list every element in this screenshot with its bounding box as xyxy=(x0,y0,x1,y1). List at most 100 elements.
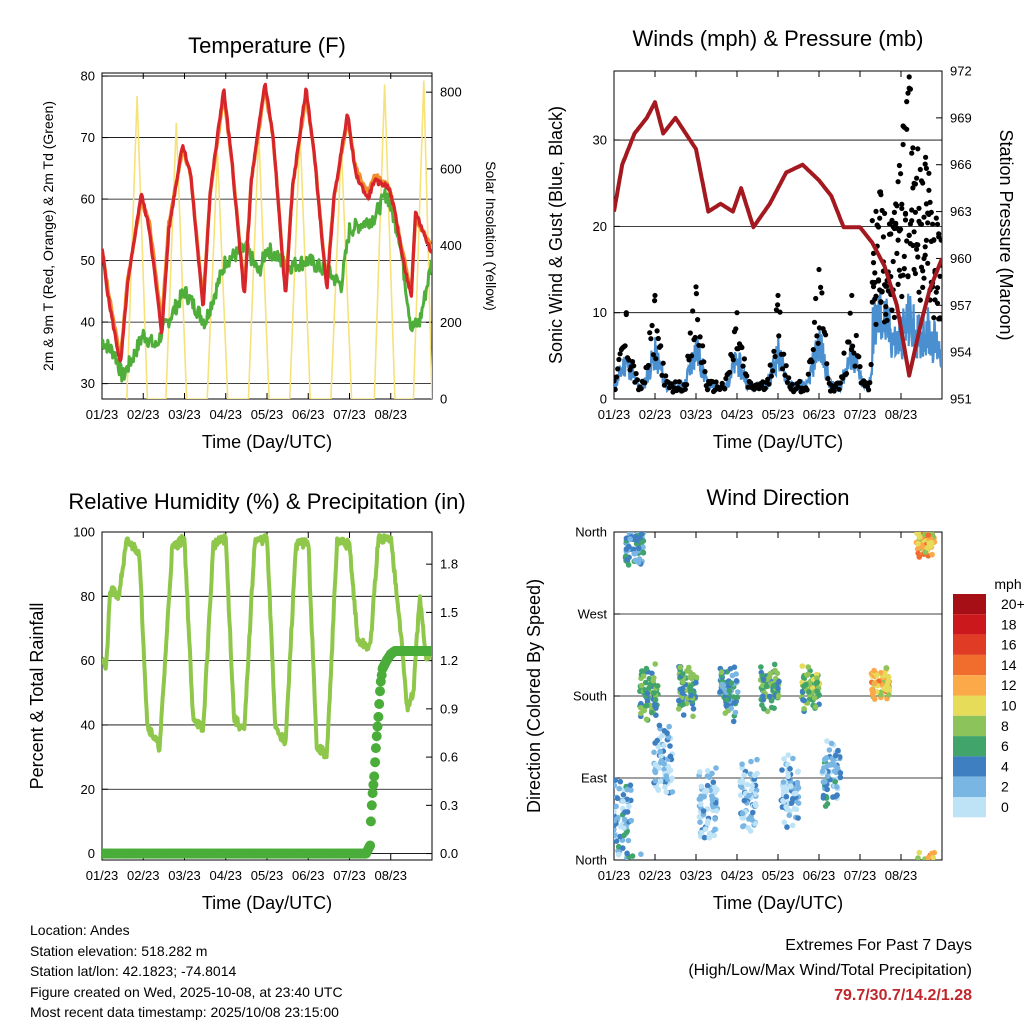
gust-point xyxy=(895,179,901,185)
x-tick-label: 04/23 xyxy=(209,868,242,883)
y-tick-label: 0 xyxy=(88,846,95,861)
direction-point xyxy=(701,793,707,800)
direction-point xyxy=(651,690,657,696)
direction-point xyxy=(717,689,723,695)
y-tick-label: 100 xyxy=(73,525,95,540)
y2-tick-label: 1.5 xyxy=(440,605,458,620)
y-tick-label: 10 xyxy=(593,305,607,320)
direction-point xyxy=(676,706,682,712)
gust-peak-point xyxy=(816,266,822,273)
colorbar-swatch xyxy=(953,614,986,635)
station-pressure-line xyxy=(614,100,942,378)
gust-point xyxy=(911,229,917,235)
direction-point xyxy=(789,796,796,802)
gust-point xyxy=(899,205,905,211)
direction-point xyxy=(614,817,618,824)
y-tick-label: 20 xyxy=(593,219,607,234)
direction-point xyxy=(676,697,682,704)
gust-point xyxy=(775,302,781,308)
direction-point xyxy=(745,825,751,831)
direction-point xyxy=(669,775,675,781)
colorbar-label: 4 xyxy=(1001,758,1009,774)
direction-point xyxy=(780,779,787,785)
direction-point xyxy=(653,712,659,718)
direction-point xyxy=(703,787,710,794)
gust-point xyxy=(891,209,898,215)
gust-point xyxy=(857,364,863,370)
gust-point xyxy=(899,201,905,207)
colorbar-label: 0 xyxy=(1001,799,1009,815)
direction-point xyxy=(621,816,628,823)
direction-point xyxy=(705,818,711,824)
gust-point xyxy=(837,380,843,386)
gust-point xyxy=(781,351,787,357)
direction-point xyxy=(680,712,687,718)
gust-point xyxy=(920,284,926,290)
gust-point xyxy=(634,377,641,383)
colorbar-swatch xyxy=(953,715,986,737)
gust-point xyxy=(777,309,783,315)
extremes-title: Extremes For Past 7 Days xyxy=(785,937,972,954)
direction-point xyxy=(803,681,809,688)
direction-point xyxy=(722,710,729,716)
direction-point xyxy=(739,777,745,784)
direction-point xyxy=(638,705,644,711)
direction-point xyxy=(814,688,820,695)
gust-point xyxy=(697,334,703,340)
rainfall-point xyxy=(374,699,385,709)
rainfall-point xyxy=(427,646,432,656)
direction-point xyxy=(766,674,773,680)
gust-point xyxy=(809,359,815,365)
direction-point xyxy=(614,838,620,844)
gust-point xyxy=(894,203,900,209)
direction-point xyxy=(654,683,661,689)
direction-point xyxy=(785,773,791,780)
direction-point xyxy=(680,678,686,685)
gust-point xyxy=(891,314,898,320)
direction-point xyxy=(794,782,801,789)
gust-point xyxy=(934,221,941,227)
direction-point xyxy=(719,681,726,688)
gust-point xyxy=(916,289,922,295)
y-tick-label: 50 xyxy=(81,253,95,268)
direction-point xyxy=(834,784,840,790)
gust-point xyxy=(914,175,920,181)
direction-point xyxy=(731,699,737,706)
direction-point xyxy=(627,782,634,788)
extremes-subtitle: (High/Low/Max Wind/Total Precipitation) xyxy=(688,962,972,979)
data-layer xyxy=(614,74,942,395)
direction-point xyxy=(643,665,650,672)
direction-point xyxy=(620,845,626,851)
direction-point xyxy=(795,768,801,775)
gust-peak-point xyxy=(906,85,912,91)
direction-point xyxy=(928,850,935,857)
direction-point xyxy=(635,545,642,552)
gust-point xyxy=(920,180,926,186)
gust-point xyxy=(766,381,772,387)
gust-point xyxy=(782,372,788,378)
direction-point xyxy=(686,664,692,671)
direction-point xyxy=(630,546,637,553)
gust-point xyxy=(909,218,915,224)
colorbar-swatch xyxy=(953,756,986,777)
direction-point xyxy=(915,855,921,860)
direction-point xyxy=(801,697,807,704)
y2-tick-label: 400 xyxy=(440,238,462,253)
direction-point xyxy=(657,748,663,755)
x-tick-label: 04/23 xyxy=(721,868,754,883)
gust-point xyxy=(813,295,819,302)
direction-point xyxy=(744,781,751,788)
direction-point xyxy=(925,532,932,538)
gust-point xyxy=(686,357,692,363)
direction-point xyxy=(871,667,877,674)
direction-point xyxy=(628,532,634,535)
station-elevation: Station elevation: 518.282 m xyxy=(30,942,208,959)
y-tick-label: 30 xyxy=(593,133,607,148)
direction-point xyxy=(922,549,929,555)
gust-point xyxy=(915,146,921,152)
direction-point xyxy=(640,673,647,679)
gust-point xyxy=(904,126,910,132)
gust-point xyxy=(695,317,701,323)
